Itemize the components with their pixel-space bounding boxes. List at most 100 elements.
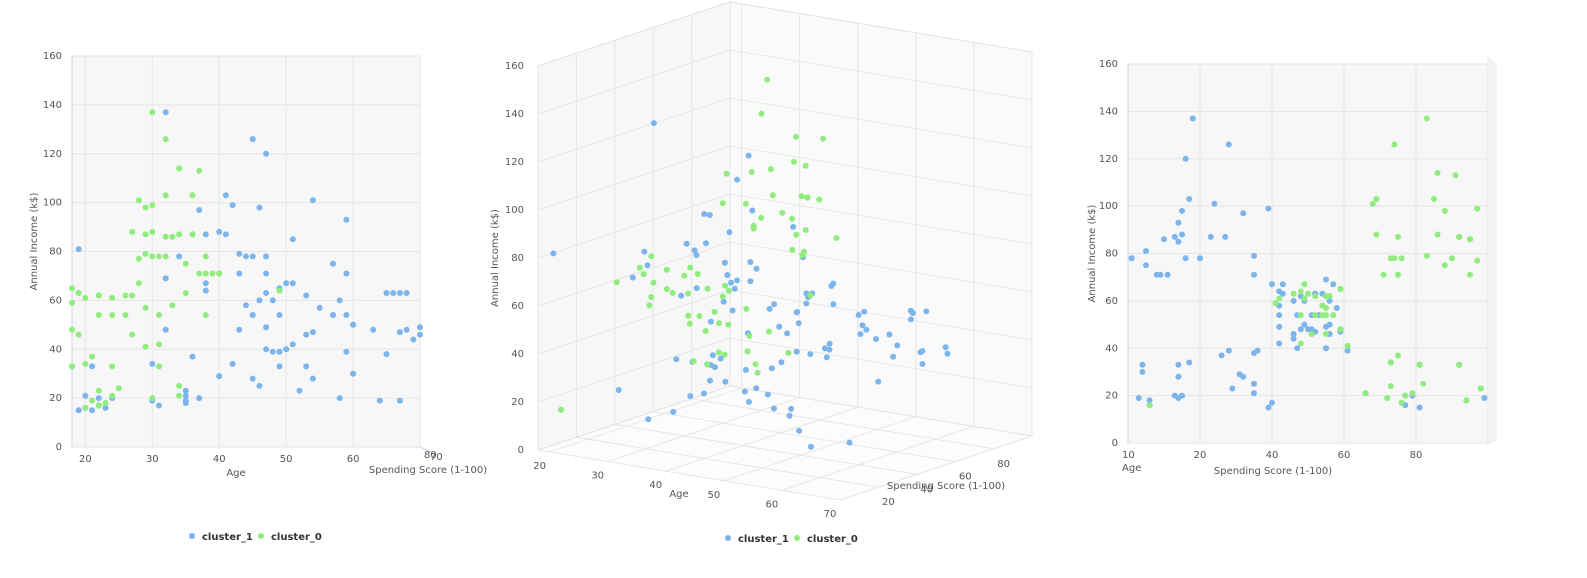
data-point-cluster_0 (1387, 359, 1394, 366)
data-point-cluster_1 (650, 120, 657, 127)
x-tick-label-1: 30 (146, 454, 159, 465)
data-point-cluster_1 (670, 408, 677, 415)
data-point-cluster_0 (685, 312, 692, 319)
data-point-cluster_0 (1456, 233, 1463, 240)
data-point-cluster_0 (767, 166, 774, 173)
x-tick-label-2: 20 (533, 461, 546, 472)
data-point-cluster_1 (336, 395, 343, 402)
data-point-cluster_0 (1308, 331, 1315, 337)
data-point-cluster_0 (115, 385, 122, 392)
data-point-cluster_0 (704, 361, 711, 368)
data-point-cluster_1 (1251, 271, 1257, 278)
gridline-y-2 (537, 49, 1033, 115)
data-point-cluster_1 (753, 265, 760, 272)
data-point-cluster_1 (724, 272, 731, 278)
data-point-cluster_1 (729, 307, 736, 314)
data-point-cluster_1 (722, 378, 729, 385)
x-tick-label-2: 60 (766, 499, 779, 510)
data-point-cluster_0 (1434, 170, 1441, 176)
data-point-cluster_1 (1290, 335, 1297, 342)
data-point-cluster_0 (1369, 200, 1376, 207)
data-point-cluster_1 (1279, 290, 1286, 297)
data-point-cluster_1 (1175, 238, 1182, 245)
data-point-cluster_1 (749, 207, 756, 214)
y-tick-label-3: 160 (1099, 59, 1118, 70)
data-point-cluster_1 (1225, 347, 1232, 354)
data-point-cluster_0 (1380, 271, 1387, 278)
data-point-cluster_0 (690, 358, 697, 365)
data-point-cluster_1 (296, 387, 303, 394)
data-point-cluster_1 (717, 355, 724, 362)
data-point-cluster_0 (704, 285, 711, 292)
data-point-cluster_0 (613, 279, 620, 286)
data-point-cluster_1 (182, 392, 189, 399)
data-point-cluster_0 (95, 402, 102, 409)
data-point-cluster_0 (702, 328, 709, 334)
data-point-cluster_0 (1456, 361, 1463, 368)
data-point-cluster_0 (75, 290, 82, 296)
y-axis-title-1: Annual Income (k$) (29, 192, 40, 290)
data-point-cluster_1 (778, 359, 785, 366)
data-point-cluster_1 (1164, 271, 1171, 278)
data-point-cluster_0 (102, 400, 109, 406)
data-point-cluster_1 (222, 231, 229, 238)
y-tick-label-3: 120 (1099, 154, 1118, 165)
data-point-cluster_1 (1290, 331, 1297, 337)
data-point-cluster_1 (75, 246, 82, 253)
data-point-cluster_1 (768, 365, 775, 372)
data-point-cluster_0 (1398, 399, 1405, 406)
data-point-cluster_0 (196, 270, 203, 277)
data-point-cluster_0 (1373, 231, 1380, 238)
y-tick-label-2: 140 (505, 109, 524, 120)
data-point-cluster_0 (149, 109, 156, 116)
data-point-cluster_0 (743, 305, 750, 312)
data-point-cluster_0 (694, 271, 701, 277)
data-point-cluster_0 (1362, 390, 1369, 397)
data-point-cluster_1 (330, 312, 336, 318)
data-point-cluster_0 (162, 233, 169, 240)
gridline-x-2 (781, 42, 975, 491)
data-point-cluster_1 (1229, 385, 1236, 392)
x-tick-label-2: 30 (591, 471, 604, 482)
z-tick-label-1: 70 (430, 452, 443, 463)
data-point-cluster_0 (1402, 392, 1409, 399)
data-point-cluster_0 (135, 280, 142, 287)
data-point-cluster_1 (846, 439, 853, 446)
data-point-cluster_1 (709, 352, 716, 359)
data-point-cluster_0 (1337, 326, 1344, 333)
legend-marker-cluster_1 (725, 535, 731, 541)
data-point-cluster_1 (1326, 321, 1333, 328)
data-point-cluster_0 (1398, 255, 1405, 262)
legend-marker-cluster_1 (189, 533, 195, 539)
data-point-cluster_0 (1420, 380, 1427, 387)
data-point-cluster_1 (1175, 361, 1182, 368)
data-point-cluster_1 (894, 342, 901, 349)
data-point-cluster_0 (189, 231, 196, 238)
data-point-cluster_0 (1297, 312, 1304, 319)
data-point-cluster_0 (129, 292, 136, 299)
data-point-cluster_1 (1175, 219, 1182, 226)
data-point-cluster_0 (1272, 300, 1279, 307)
data-point-cluster_0 (1474, 205, 1481, 212)
data-point-cluster_1 (807, 443, 814, 450)
x-tick-label-3: 60 (1338, 450, 1351, 461)
data-point-cluster_1 (803, 300, 810, 307)
data-point-cluster_0 (182, 260, 189, 267)
data-point-cluster_1 (550, 250, 557, 257)
gridline-x-2 (839, 52, 1033, 501)
data-point-cluster_0 (746, 332, 753, 339)
data-point-cluster_0 (723, 170, 730, 177)
data-point-cluster_1 (1323, 276, 1329, 283)
data-point-cluster_1 (330, 260, 336, 267)
data-point-cluster_1 (857, 331, 864, 338)
data-point-cluster_0 (89, 353, 96, 360)
data-point-cluster_1 (1305, 326, 1311, 333)
data-point-cluster_1 (417, 324, 423, 331)
data-point-cluster_1 (1276, 340, 1283, 347)
data-point-cluster_1 (701, 211, 708, 217)
data-point-cluster_1 (745, 152, 752, 159)
data-point-cluster_0 (669, 289, 676, 296)
data-point-cluster_0 (89, 397, 96, 404)
data-point-cluster_1 (771, 405, 777, 412)
